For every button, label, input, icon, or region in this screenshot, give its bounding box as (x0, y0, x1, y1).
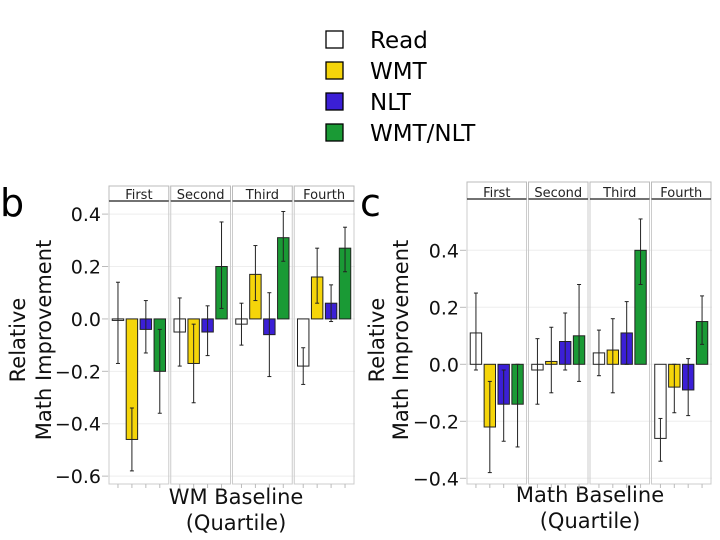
y-tick-label: −0.2 (55, 361, 101, 383)
y-tick-label: 0.2 (71, 257, 101, 279)
y-tick-label: 0.4 (429, 240, 459, 262)
xlabel-c-line2: (Quartile) (540, 509, 641, 533)
facet-label-fourth: Fourth (303, 188, 345, 203)
panel-letter-c: c (360, 181, 381, 225)
legend-swatch-read (325, 30, 344, 49)
xlabel-c-line1: Math Baseline (516, 483, 664, 507)
y-tick-label: −0.4 (55, 414, 101, 436)
xlabel-b-line2: (Quartile) (186, 511, 287, 535)
legend-swatch-wmt-nlt (325, 123, 344, 142)
chart-panel-b: 0.4 0.2 0.0 −0.2 −0.4 −0.6 First Second Third Fou… (55, 185, 355, 488)
facet-label-third: Third (245, 188, 279, 203)
ylabel-b-line2: Math Improvement (32, 240, 56, 440)
facet-label-second: Second (534, 186, 582, 201)
facet-label-first: First (125, 188, 152, 203)
legend-label-nlt: NLT (370, 90, 412, 116)
facet-label-fourth: Fourth (660, 186, 702, 201)
legend-label-wmt-nlt: WMT/NLT (370, 121, 476, 147)
y-tick-label: 0.2 (429, 297, 459, 319)
ylabel-b-line1: Relative (6, 298, 30, 383)
y-tick-label: 0.4 (71, 204, 101, 226)
legend-swatch-nlt (325, 92, 344, 111)
xlabel-b-line1: WM Baseline (169, 485, 304, 509)
y-tick-label: −0.6 (55, 466, 101, 488)
y-tick-label: 0.0 (429, 354, 459, 376)
ylabel-c-line1: Relative (365, 298, 389, 383)
y-tick-label: −0.2 (413, 411, 459, 433)
facet-label-third: Third (602, 186, 636, 201)
legend-label-read: Read (370, 28, 428, 54)
y-tick-label: −0.4 (413, 468, 459, 490)
legend-swatch-wmt (325, 61, 344, 80)
legend-label-wmt: WMT (370, 59, 428, 85)
panel-letter-b: b (0, 181, 24, 225)
facet-label-second: Second (177, 188, 225, 203)
facet-label-first: First (483, 186, 510, 201)
chart-panel-c: 0.4 0.2 0.0 −0.2 −0.4 First Second Third Fourth (413, 181, 712, 490)
ylabel-c-line2: Math Improvement (389, 240, 413, 440)
legend: Read WMT NLT WMT/NLT (325, 28, 476, 147)
y-tick-label: 0.0 (71, 309, 101, 331)
